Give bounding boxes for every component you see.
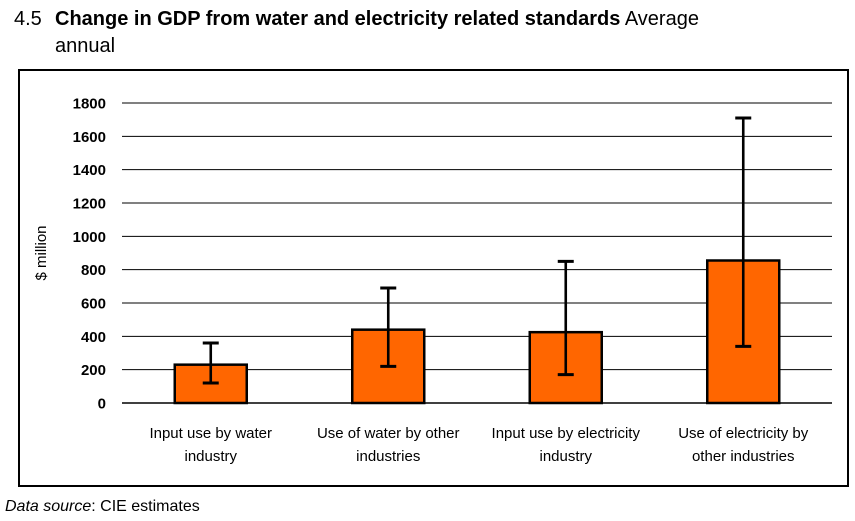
figure-title: Change in GDP from water and electricity… [55,6,699,60]
figure-header: 4.5 Change in GDP from water and electri… [14,6,699,60]
category-label: Use of electricity by other industries [678,425,809,465]
y-tick-label: 1600 [73,129,106,146]
chart-frame: 0 200 400 600 800 1000 1200 1400 1600 1800 $ milli… [18,69,849,487]
y-tick-label: 1800 [73,96,106,113]
category-label: Input use by water industry [149,425,272,465]
category-label: Input use by electricity industry [492,425,641,465]
y-tick-label: 400 [81,329,106,346]
y-tick-label: 600 [81,296,106,313]
y-tick-label: 200 [81,362,106,379]
y-tick-label: 0 [98,396,106,413]
data-source-value: : CIE estimates [91,498,200,515]
figure-title-suffix-line1: Average [624,8,699,30]
y-axis-label: $ million [33,225,50,280]
figure-number: 4.5 [14,8,42,30]
figure-title-bold: Change in GDP from water and electricity… [55,8,621,30]
y-tick-label: 800 [81,262,106,279]
y-tick-label: 1200 [73,196,106,213]
y-tick-label: 1400 [73,162,106,179]
category-label: Use of water by other industries [317,425,460,465]
data-source: Data source: CIE estimates [5,497,200,517]
gdp-bar-chart: 0 200 400 600 800 1000 1200 1400 1600 1800 $ milli… [33,96,832,465]
y-tick-label: 1000 [73,229,106,246]
figure-title-suffix-line2: annual [55,35,116,57]
data-source-label: Data source [5,498,92,515]
